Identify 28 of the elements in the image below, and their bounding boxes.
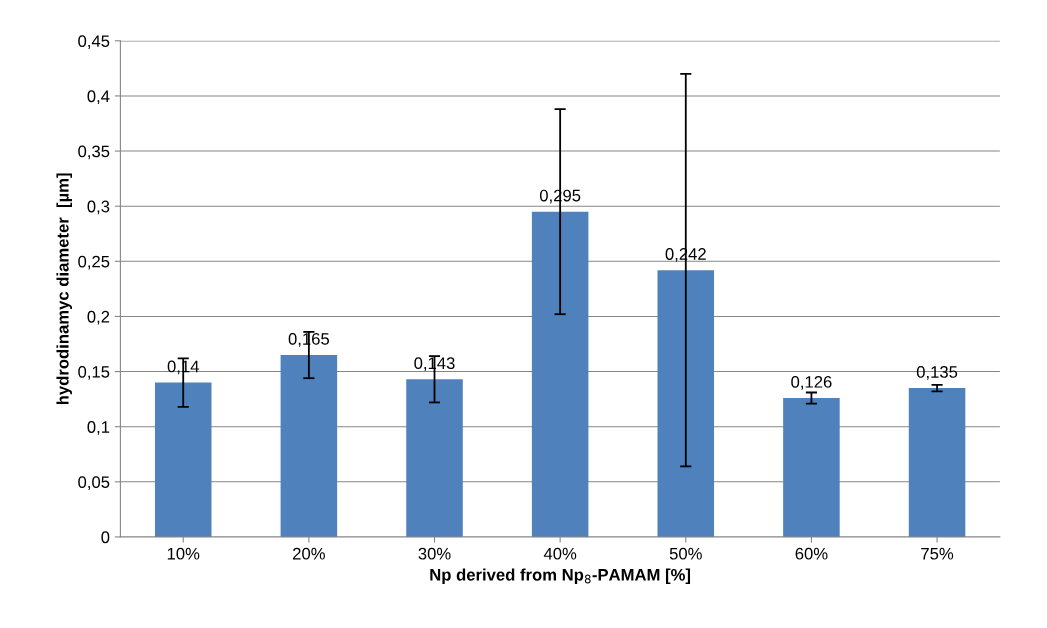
bar [406,379,463,537]
y-tick-label: 0,3 [87,200,110,215]
bar [657,270,715,537]
x-tick-label: 50% [669,547,702,560]
y-tick-label: 0 [101,531,110,544]
bar [908,388,966,537]
bar [280,355,338,537]
x-tick-label: 30% [418,547,451,560]
y-tick-label: 0,35 [78,145,110,160]
y-tick-label: 0,25 [78,255,110,270]
x-axis-title: Np derived from Np$_{8}$-PAMAM [%] [430,568,691,584]
bar [531,211,589,537]
bar [783,398,840,537]
y-axis-title: hydrodinamyc diameter [µm] [56,173,72,405]
data-label: 0,126 [791,375,832,390]
x-tick-label: 10% [167,547,200,560]
y-tick-label: 0,15 [78,365,110,380]
y-tick-label: 0,05 [78,476,110,490]
data-label: 0,135 [916,366,958,380]
bar [154,382,212,537]
x-tick-label: 60% [795,547,828,560]
x-tick-label: 20% [293,547,325,560]
x-tick-label: 75% [921,547,954,560]
x-tick-label: 40% [543,547,577,560]
y-tick-label: 0,2 [87,310,110,325]
y-tick-label: 0,4 [87,90,110,105]
y-tick-label: 0,45 [78,35,110,49]
y-tick-label: 0,1 [87,421,110,435]
